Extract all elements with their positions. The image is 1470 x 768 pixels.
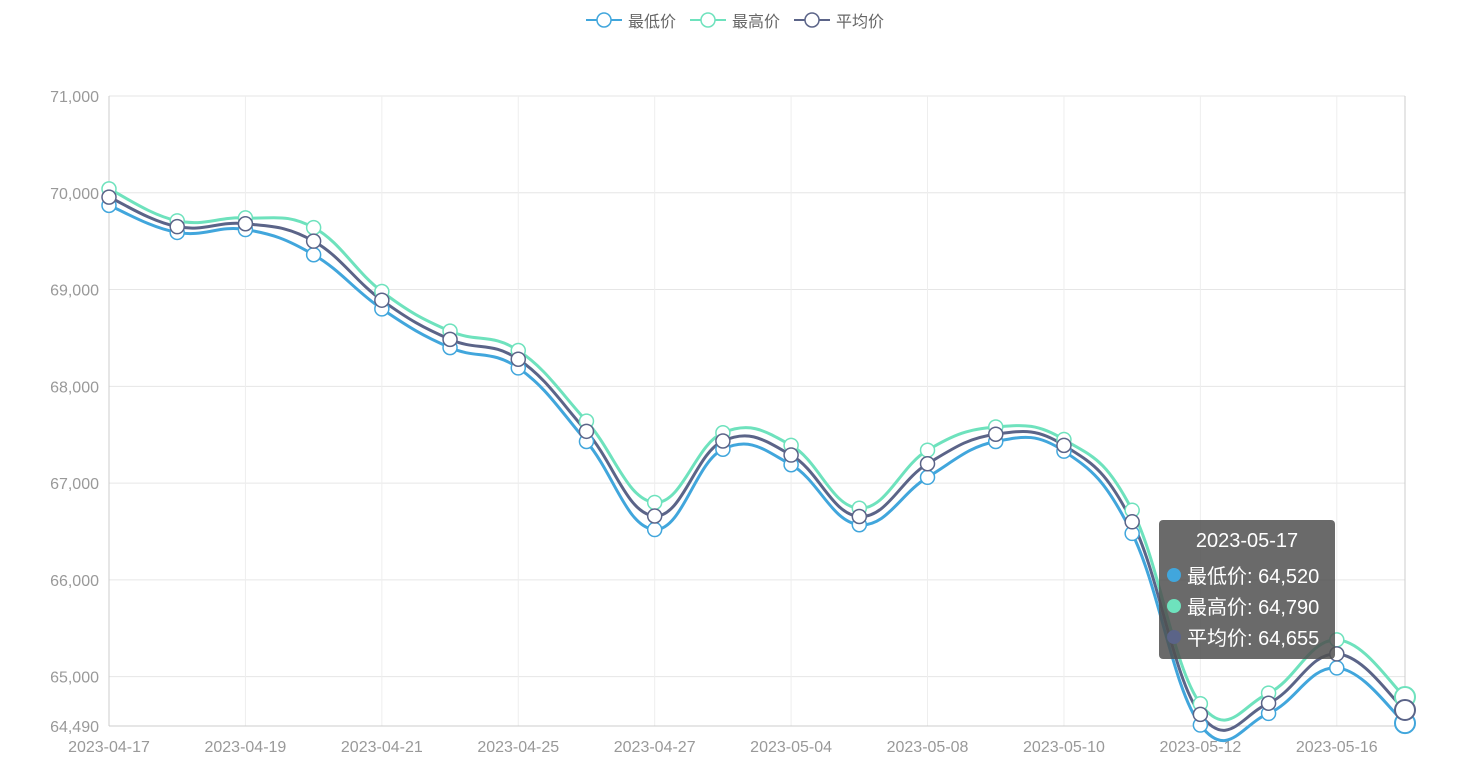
- legend-avg-label: 平均价: [836, 14, 885, 31]
- tooltip-row-low: 最低价: 64,520: [1167, 559, 1327, 590]
- data-point-avg: [987, 426, 1004, 442]
- y-tick-label: 71,000: [50, 89, 99, 106]
- y-tick-label: 65,000: [50, 670, 99, 687]
- tooltip-low-text: 最低价: 64,520: [1187, 566, 1320, 588]
- y-tick-label: 69,000: [50, 283, 99, 300]
- tooltip-low-dot-icon: [1167, 567, 1181, 582]
- x-tick-label: 2023-04-27: [614, 739, 696, 756]
- y-tick-label: 64,490: [50, 719, 99, 736]
- data-point-avg: [169, 218, 185, 235]
- tooltip-avg-dot-icon: [1167, 629, 1181, 644]
- data-point-low: [1329, 660, 1345, 676]
- legend-item-avg[interactable]: 平均价: [794, 8, 884, 32]
- tooltip-avg-text: 平均价: 64,655: [1187, 628, 1320, 650]
- data-point-avg: [442, 331, 458, 348]
- y-tick-label: 67,000: [50, 476, 99, 493]
- data-point-avg: [646, 508, 663, 524]
- chart-tooltip: 2023-05-17 最低价: 64,520 最高价: 64,790 平均价: …: [1159, 520, 1335, 659]
- x-tick-label: 2023-05-10: [1023, 739, 1105, 756]
- tooltip-title: 2023-05-17: [1195, 530, 1299, 552]
- data-point-avg: [374, 292, 390, 308]
- x-tick-label: 2023-04-25: [477, 739, 559, 756]
- data-point-avg: [715, 433, 731, 449]
- legend-avg-marker-icon: [794, 12, 830, 28]
- legend-low-marker-icon: [585, 12, 622, 28]
- data-point-avg: [783, 447, 799, 463]
- data-point-high: [919, 442, 936, 458]
- data-point-avg: [578, 423, 595, 440]
- data-point-low: [646, 521, 663, 538]
- data-point-low: [305, 246, 322, 263]
- legend-high-marker-icon: [689, 12, 726, 28]
- data-point-avg: [1260, 695, 1277, 712]
- x-tick-label: 2023-05-16: [1296, 739, 1378, 756]
- y-tick-label: 68,000: [50, 379, 99, 396]
- x-tick-label: 2023-04-21: [341, 739, 423, 756]
- series-line-low: [108, 203, 1406, 742]
- legend-high-label: 最高价: [731, 14, 780, 31]
- legend-low-label: 最低价: [627, 14, 676, 31]
- tooltip-high-dot-icon: [1167, 598, 1181, 613]
- data-point-avg: [1124, 514, 1140, 530]
- y-tick-label: 70,000: [50, 186, 99, 203]
- legend-item-low[interactable]: 最低价: [585, 8, 676, 32]
- data-point-avg: [101, 189, 117, 205]
- data-point-avg: [237, 215, 254, 232]
- chart-legend: 最低价 最高价 平均价: [0, 8, 1470, 32]
- data-point-avg: [305, 233, 322, 249]
- x-tick-label: 2023-04-17: [68, 739, 150, 756]
- data-point-avg: [1192, 706, 1209, 723]
- data-point-avg: [510, 351, 527, 367]
- data-point-avg: [1056, 437, 1072, 454]
- x-tick-label: 2023-05-08: [887, 739, 969, 756]
- tooltip-row-high: 最高价: 64,790: [1167, 590, 1327, 621]
- legend-item-high[interactable]: 最高价: [689, 8, 780, 32]
- tooltip-row-avg: 平均价: 64,655: [1167, 621, 1327, 652]
- x-tick-label: 2023-05-12: [1159, 739, 1241, 756]
- data-point-avg: [1394, 699, 1416, 722]
- data-point-high: [646, 494, 663, 511]
- data-point-high: [305, 219, 322, 236]
- x-tick-label: 2023-04-19: [204, 739, 286, 756]
- tooltip-high-text: 最高价: 64,790: [1187, 597, 1320, 619]
- data-point-avg: [851, 508, 868, 525]
- data-point-avg: [919, 455, 936, 472]
- data-point-low: [919, 469, 936, 486]
- x-tick-label: 2023-05-04: [750, 739, 832, 756]
- y-tick-label: 66,000: [50, 573, 99, 590]
